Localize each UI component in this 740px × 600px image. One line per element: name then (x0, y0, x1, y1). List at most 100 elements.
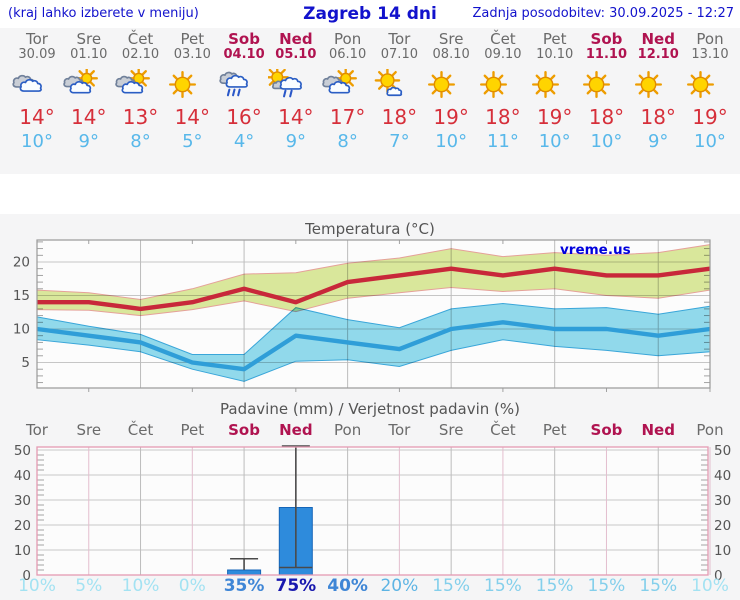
day-name: Tor (26, 30, 48, 48)
svg-text:20: 20 (14, 518, 31, 534)
day-low-temp: 8° (337, 131, 358, 152)
day-column: Pon 13.10 19° 10° (682, 31, 738, 153)
temp-frame (36, 239, 711, 389)
temp-y-labels: 5 10 15 20 (13, 255, 30, 372)
temperature-chart: 5 10 15 20 vreme.us (13, 239, 711, 392)
day-date: 07.10 (380, 47, 418, 62)
precip-plot-area (37, 447, 708, 575)
day-icon (267, 69, 324, 102)
day-date: 05.10 (275, 47, 317, 62)
rain-drop (282, 89, 287, 98)
precip-minor-ticks (37, 454, 708, 571)
svg-text:5: 5 (21, 355, 30, 371)
day-icon (371, 69, 427, 102)
cloud-shape (121, 80, 143, 94)
weather-icon-cloudy (12, 74, 42, 92)
precip-probability: 0% (178, 576, 206, 596)
day-icon (682, 69, 738, 102)
weather-icon-sunny (531, 70, 559, 99)
day-low-temp: 8° (130, 131, 151, 152)
last-updated: Zadnja posodobitev: 30.09.2025 - 12:27 (472, 6, 734, 21)
sun-shape (635, 70, 663, 99)
day-high-temp: 19° (536, 105, 573, 129)
day-name: Sob (228, 30, 260, 48)
weather-icon-partly-cloudy (114, 69, 150, 94)
day-name: Pon (334, 30, 362, 48)
day-icon (320, 69, 376, 102)
precip-probability: 15% (484, 576, 522, 596)
precip-whiskers (230, 445, 313, 570)
day-column: Tor 30.09 14° 10° (9, 31, 65, 153)
day-high-temp: 14° (19, 105, 55, 129)
precip-day-label: Sob (228, 421, 260, 439)
day-column: Tor 07.10 18° 7° (371, 31, 427, 153)
precip-day-label: Pon (334, 421, 362, 439)
sun-shape (531, 70, 559, 99)
day-date: 30.09 (18, 47, 56, 62)
day-high-temp: 18° (381, 105, 418, 129)
day-low-temp: 10° (538, 131, 571, 152)
temperature-chart-title: Temperatura (°C) (305, 220, 435, 238)
svg-text:0: 0 (714, 568, 723, 584)
day-high-temp: 14° (71, 105, 107, 129)
day-high-temp: 16° (226, 105, 262, 129)
day-date: 09.10 (484, 47, 522, 62)
day-icon (527, 69, 583, 102)
day-icon (423, 69, 479, 102)
day-date: 08.10 (432, 47, 470, 62)
day-low-temp: 10° (694, 131, 726, 152)
sun-shape (479, 70, 507, 99)
day-icon (475, 69, 531, 102)
weather-icon-sunny (635, 70, 663, 99)
weather-icon-sunny (479, 70, 507, 99)
sun-shape (169, 70, 197, 99)
precip-chart-title: Padavine (mm) / Verjetnost padavin (%) (220, 400, 520, 418)
precip-frame (36, 446, 709, 576)
weather-icon-sunny (428, 70, 456, 99)
day-icon (630, 69, 686, 102)
svg-text:10: 10 (13, 322, 30, 338)
weather-icon-sunny (583, 70, 611, 99)
day-name: Pon (696, 30, 724, 48)
weather-icon-sun-shower (267, 69, 302, 98)
precip-probability: 15% (535, 576, 574, 596)
precip-probability: 40% (327, 576, 368, 596)
cloud-shape (19, 78, 42, 92)
day-column: Ned 05.10 14° 9° (267, 31, 324, 153)
svg-text:30: 30 (714, 493, 731, 509)
day-date: 10.10 (536, 47, 574, 62)
precip-probability: 75% (275, 576, 317, 596)
precip-probability: 5% (75, 576, 103, 596)
precip-probability: 10% (18, 576, 56, 596)
precip-day-label: Tor (26, 421, 48, 439)
day-column: Čet 02.10 13° 8° (113, 31, 169, 153)
cloud-shape (386, 86, 403, 97)
day-column: Ned 12.10 18° 9° (630, 31, 686, 153)
svg-text:50: 50 (14, 444, 31, 459)
svg-text:20: 20 (13, 255, 30, 271)
precip-probability: 35% (223, 576, 265, 596)
days-strip-background (0, 28, 740, 174)
day-high-temp: 19° (692, 105, 728, 129)
day-name: Pet (542, 30, 567, 48)
day-low-temp: 5° (182, 131, 203, 152)
day-low-temp: 10° (21, 131, 53, 152)
svg-text:50: 50 (714, 444, 731, 459)
precip-day-label: Ned (641, 421, 675, 439)
precip-probability: 10% (121, 576, 160, 596)
day-low-temp: 9° (285, 131, 307, 152)
location-menu-note: (kraj lahko izberete v meniju) (8, 6, 199, 21)
weather-icon-partly-cloudy (63, 69, 98, 94)
day-date: 03.10 (173, 47, 211, 62)
day-icon (113, 69, 169, 102)
precip-day-label: Čet (490, 421, 516, 439)
day-low-temp: 7° (389, 131, 410, 152)
precip-probability: 15% (587, 576, 626, 596)
day-name: Ned (641, 30, 675, 48)
day-name: Sre (438, 30, 464, 48)
precip-grid (37, 447, 711, 575)
precip-bar (227, 569, 262, 576)
precip-probability: 20% (380, 576, 419, 596)
day-date: 06.10 (329, 47, 367, 62)
